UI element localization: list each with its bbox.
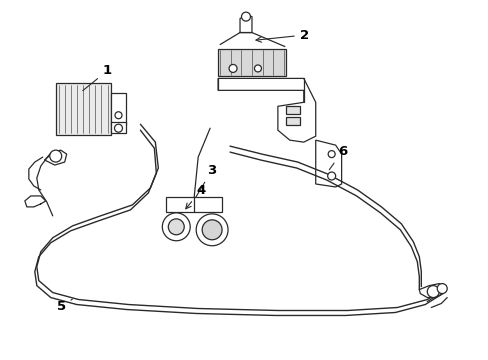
Circle shape (254, 65, 261, 72)
Bar (285, 117, 299, 125)
Circle shape (327, 172, 335, 180)
Polygon shape (315, 140, 341, 187)
Text: 5: 5 (57, 299, 72, 314)
Polygon shape (218, 78, 315, 142)
Circle shape (196, 214, 227, 246)
Circle shape (436, 284, 447, 293)
Text: 4: 4 (185, 184, 205, 209)
Circle shape (50, 150, 61, 162)
Text: 3: 3 (195, 164, 216, 198)
Circle shape (228, 64, 237, 72)
Circle shape (202, 220, 222, 240)
Text: 2: 2 (255, 28, 308, 42)
Bar (110, 93, 126, 125)
Circle shape (114, 124, 122, 132)
Text: 1: 1 (82, 64, 111, 91)
Circle shape (162, 213, 190, 241)
Circle shape (327, 150, 334, 158)
Bar (285, 106, 299, 114)
Circle shape (241, 12, 250, 21)
Bar (166, 197, 222, 212)
Bar (218, 49, 285, 76)
Bar (110, 122, 126, 133)
Text: 6: 6 (328, 145, 346, 170)
Circle shape (168, 219, 184, 235)
Circle shape (427, 285, 438, 298)
Circle shape (115, 112, 122, 119)
Bar (56, 84, 110, 135)
